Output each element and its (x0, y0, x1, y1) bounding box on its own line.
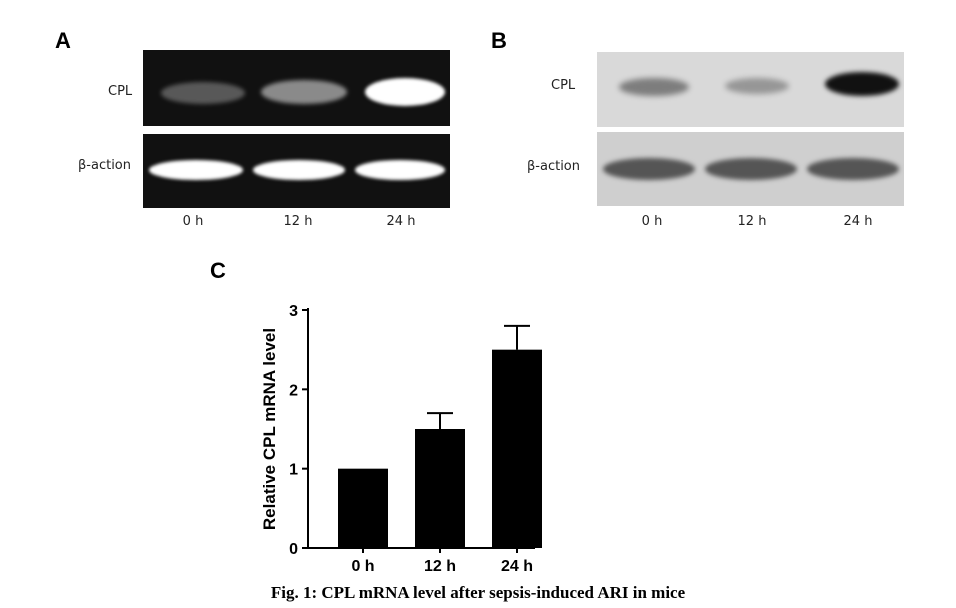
panel-a-lane-24h: 24 h (386, 214, 416, 229)
panel-b-lane-12h: 12 h (737, 214, 767, 229)
panel-b-actin-band-24h (807, 158, 899, 180)
panel-a-lane-12h: 12 h (283, 214, 313, 229)
panel-b-cpl-band-24h (825, 72, 899, 96)
x-tick-label: 12 h (424, 558, 456, 575)
panel-b-cpl-label: CPL (551, 78, 576, 93)
panel-a-cpl-band-24h (365, 78, 445, 106)
panel-b-cpl-band-0h (619, 78, 689, 96)
panel-b-cpl-blot (597, 52, 904, 127)
panel-b-letter: B (491, 28, 507, 53)
y-tick-label: 3 (289, 303, 298, 320)
y-axis-label: Relative CPL mRNA level (260, 328, 279, 530)
x-tick-label: 24 h (501, 558, 533, 575)
panel-a-actin-band-12h (253, 160, 345, 180)
x-tick-labels: 0 h 12 h 24 h (351, 558, 533, 575)
bar-24h (492, 349, 542, 548)
y-tick-label: 1 (289, 462, 298, 479)
figure-caption: Fig. 1: CPL mRNA level after sepsis-indu… (270, 583, 686, 602)
bar-12h (415, 429, 465, 548)
panel-b-lane-24h: 24 h (843, 214, 873, 229)
panel-a-cpl-gel (143, 50, 450, 126)
y-tick-label: 0 (289, 541, 298, 558)
panel-c-letter: C (210, 258, 226, 283)
panel-a-cpl-band-12h (261, 80, 347, 104)
panel-a-actin-band-24h (355, 160, 445, 180)
y-tick-labels: 0 1 2 3 (289, 303, 298, 558)
panel-a-cpl-band-0h (161, 82, 245, 104)
x-tick-label: 0 h (351, 558, 374, 575)
panel-a-beta-actin-label: β-action (78, 158, 132, 173)
bars-group (338, 349, 542, 548)
y-tick-label: 2 (289, 382, 298, 399)
bar-0h (338, 468, 388, 548)
panel-a-actin-band-0h (149, 160, 243, 180)
panel-a-beta-actin-gel (143, 134, 450, 208)
error-bars-group (427, 324, 530, 429)
panel-a-cpl-label: CPL (108, 84, 133, 99)
bar-chart: Relative CPL mRNA level 0 h 12 h 24 h 0 1 2 3 (260, 303, 542, 575)
panel-b-lane-0h: 0 h (641, 214, 663, 229)
panel-b-actin-band-0h (603, 158, 695, 180)
panel-b-beta-actin-blot (597, 132, 904, 206)
panel-a-lane-0h: 0 h (182, 214, 204, 229)
panel-a-letter: A (55, 28, 71, 53)
panel-b-beta-actin-label: β-action (527, 159, 581, 174)
panel-b-cpl-band-12h (725, 78, 789, 94)
panel-b-actin-band-12h (705, 158, 797, 180)
